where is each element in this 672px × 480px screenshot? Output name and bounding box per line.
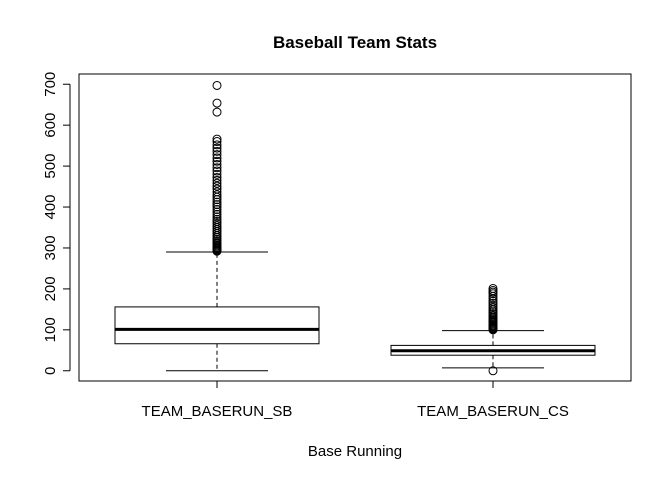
- outlier-point: [212, 143, 222, 153]
- outlier-point: [212, 153, 222, 163]
- outlier-point: [212, 137, 222, 147]
- y-tick-label: 400: [42, 195, 59, 220]
- outlier-point: [212, 190, 222, 200]
- outlier-point: [488, 296, 498, 306]
- box-group: [390, 283, 596, 376]
- outlier-point: [212, 80, 222, 90]
- y-tick-label: 0: [42, 367, 59, 375]
- boxes: [114, 80, 596, 376]
- outlier-point: [212, 156, 222, 166]
- outlier-point: [212, 146, 222, 156]
- y-tick-label: 500: [42, 154, 59, 179]
- chart-title: Baseball Team Stats: [273, 33, 437, 52]
- outlier-point: [488, 283, 498, 293]
- outlier-point: [212, 197, 222, 207]
- outlier-point: [212, 173, 222, 183]
- iqr-box: [114, 306, 320, 345]
- outlier-point: [212, 209, 222, 219]
- outlier-point: [212, 169, 222, 179]
- outlier-point: [212, 200, 222, 210]
- y-tick-label: 300: [42, 235, 59, 260]
- outlier-point: [212, 181, 222, 191]
- outlier-point: [212, 178, 222, 188]
- outlier-point: [212, 134, 222, 144]
- outlier-point: [212, 140, 222, 150]
- outlier-point: [212, 202, 222, 212]
- outlier-point: [212, 204, 222, 214]
- outlier-point: [212, 98, 222, 108]
- outlier-point: [212, 184, 222, 194]
- box-group: [114, 80, 320, 372]
- y-tick-label: 100: [42, 317, 59, 342]
- x-axis-label: Base Running: [308, 443, 402, 460]
- outlier-point: [212, 207, 222, 217]
- outlier-point: [212, 212, 222, 222]
- outlier-point: [212, 187, 222, 197]
- y-tick-label: 700: [42, 72, 59, 97]
- outlier-point: [212, 150, 222, 160]
- y-tick-label: 200: [42, 276, 59, 301]
- outlier-point: [212, 163, 222, 173]
- outlier-point: [212, 166, 222, 176]
- outlier-point: [488, 366, 498, 376]
- y-tick-label: 600: [42, 113, 59, 138]
- y-axis: 0 100 200 300 400 500 600 700: [42, 72, 71, 375]
- outlier-point: [212, 175, 222, 185]
- outlier-point: [212, 159, 222, 169]
- x-tick-label: TEAM_BASERUN_SB: [142, 403, 293, 420]
- outlier-point: [212, 107, 222, 117]
- outlier-point: [212, 214, 222, 224]
- x-tick-label: TEAM_BASERUN_CS: [417, 403, 569, 420]
- x-axis: TEAM_BASERUN_SB TEAM_BASERUN_CS: [142, 380, 569, 420]
